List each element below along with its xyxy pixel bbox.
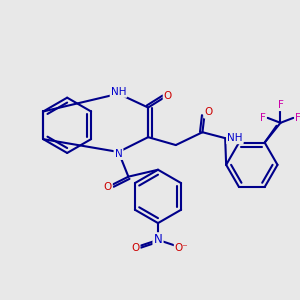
- Text: O⁻: O⁻: [175, 243, 189, 253]
- Text: O: O: [164, 91, 172, 101]
- Text: NH: NH: [111, 87, 126, 97]
- Text: N: N: [115, 149, 122, 159]
- Text: O: O: [103, 182, 112, 191]
- Text: O: O: [204, 107, 212, 118]
- Text: N: N: [154, 233, 162, 246]
- Text: NH: NH: [227, 133, 243, 143]
- Text: O: O: [131, 243, 140, 253]
- Text: F: F: [260, 113, 266, 123]
- Text: F: F: [278, 100, 284, 110]
- Text: F: F: [295, 113, 300, 123]
